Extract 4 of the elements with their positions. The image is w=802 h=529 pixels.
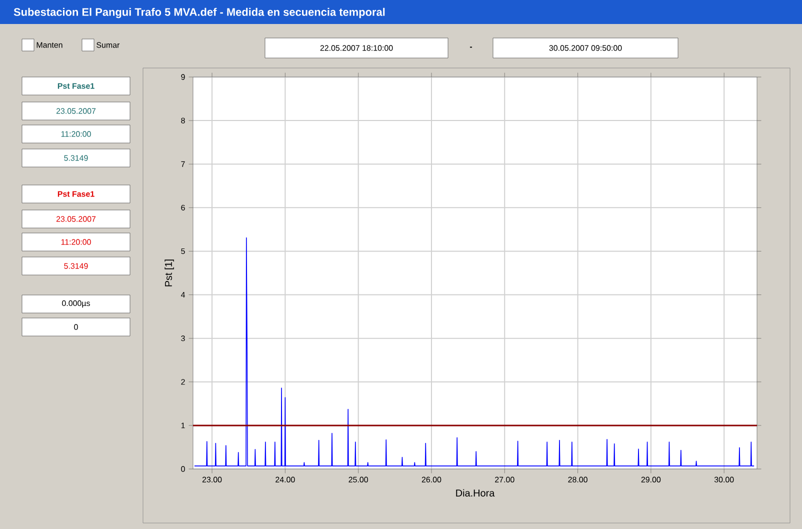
chart-title: Subestacion El Pangui Trafo 5 MVA.def - Medida en secuencia temporal — [14, 8, 385, 18]
line-series — [194, 237, 754, 466]
y-axis-title: Pst [1] — [164, 260, 174, 286]
x-axis-title: Dia.Hora — [456, 489, 495, 497]
